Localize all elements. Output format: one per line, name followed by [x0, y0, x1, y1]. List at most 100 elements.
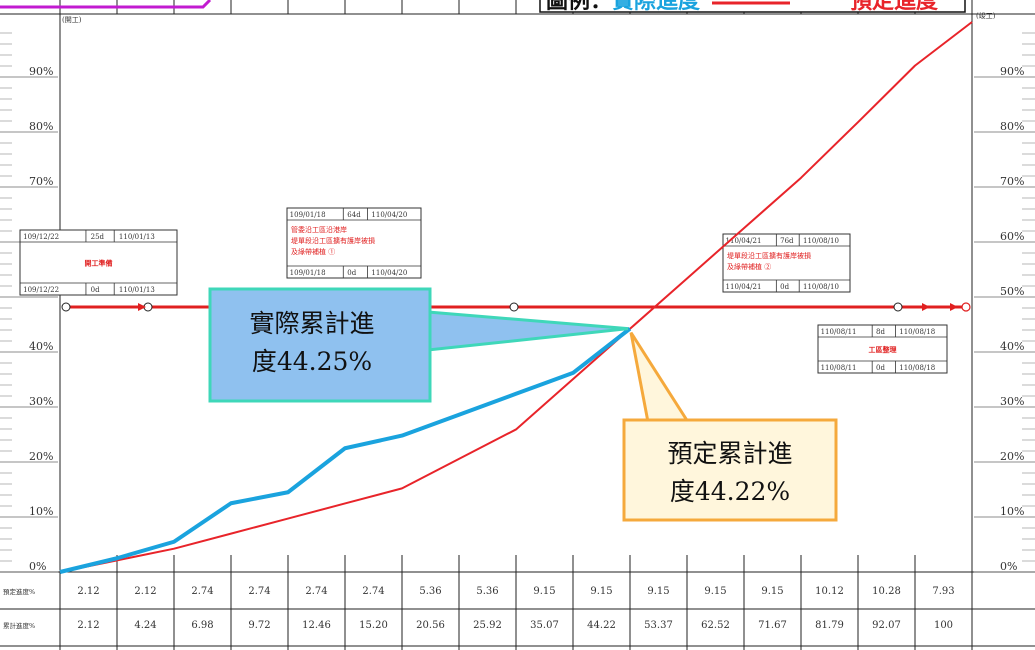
- table-cell: 9.15: [533, 586, 555, 597]
- legend-planned-label: 預定進度: [850, 0, 939, 14]
- planned-progress-line: [59, 21, 973, 573]
- task-box: 110/04/21 76d 110/08/10 110/04/21 0d 110/08/1…: [722, 233, 851, 293]
- task-date: 110/08/18: [899, 328, 935, 336]
- planned-callout-pointer: [629, 331, 691, 424]
- table-cell: 92.07: [872, 620, 901, 631]
- actual-callout-pointer: [426, 310, 629, 352]
- task-date: 110/04/20: [371, 269, 407, 277]
- table-cell: 71.67: [758, 620, 787, 631]
- arrow-marker: [922, 303, 930, 311]
- table-cell: 62.52: [701, 620, 730, 631]
- start-corner-label: (開工): [62, 16, 82, 24]
- legend-actual-label: 實際進度: [612, 0, 701, 14]
- task-date: 110/04/21: [726, 283, 762, 291]
- planned-callout-line-1: 預定累計進: [667, 439, 792, 468]
- y-tick-label-left: 30%: [29, 395, 53, 408]
- table-cell: 15.20: [359, 620, 388, 631]
- task-date: 110/08/11: [821, 364, 857, 372]
- actual-progress-callout: 實際累計進 度44.25%: [208, 287, 629, 403]
- legend-frame: [539, 0, 966, 13]
- table-cell: 35.07: [530, 620, 559, 631]
- task-date: 110/01/13: [119, 286, 155, 294]
- table-cell: 2.12: [134, 586, 156, 597]
- table-cell: 7.93: [932, 586, 954, 597]
- task-box: 110/08/11 8d 110/08/18 110/08/11 0d 110/08/18…: [817, 324, 948, 374]
- task-date: 0d: [347, 269, 356, 277]
- task-date: 109/12/22: [23, 286, 59, 294]
- left-y-axis: 0%10%20%30%40%50%60%70%80%90%: [0, 32, 58, 573]
- y-tick-label-left: 10%: [29, 505, 53, 518]
- table-cell: 9.72: [248, 620, 270, 631]
- table-cell: 2.74: [248, 586, 270, 597]
- y-tick-label-left: 0%: [29, 560, 46, 573]
- progress-series: [59, 21, 973, 574]
- task-date: 0d: [876, 364, 885, 372]
- task-date: 0d: [91, 286, 100, 294]
- table-cell: 9.15: [590, 586, 612, 597]
- planned-callout-line-2: 度44.22%: [670, 477, 790, 506]
- y-tick-label-left: 20%: [29, 450, 53, 463]
- task-box: 109/01/18 64d 110/04/20 109/01/18 0d 110/04/2…: [286, 207, 422, 279]
- task-box: 109/12/22 25d 110/01/13 109/12/22 0d 110/01/1…: [19, 229, 178, 296]
- table-cell: 2.12: [77, 586, 99, 597]
- task-date: 25d: [91, 233, 105, 241]
- table-cell: 9.15: [704, 586, 726, 597]
- actual-progress-line: [59, 327, 632, 574]
- y-tick-label-right: 80%: [1000, 120, 1024, 133]
- task-date: 76d: [780, 237, 794, 245]
- planned-progress-callout: 預定累計進 度44.22%: [622, 331, 838, 522]
- milestone-marker: [961, 302, 971, 312]
- milestone-marker: [893, 302, 903, 312]
- table-cell: 4.24: [134, 620, 156, 631]
- table-cell: 6.98: [191, 620, 213, 631]
- arrow-marker: [138, 303, 146, 311]
- task-date: 110/04/21: [726, 237, 762, 245]
- y-tick-label-left: 80%: [29, 120, 53, 133]
- task-name: 工區整理: [869, 345, 897, 354]
- y-tick-label-right: 60%: [1000, 230, 1024, 243]
- planned-callout-box: [622, 418, 838, 522]
- table-cell: 9.15: [761, 586, 783, 597]
- y-tick-label-right: 20%: [1000, 450, 1024, 463]
- y-tick-label-right: 50%: [1000, 285, 1024, 298]
- task-detail: 堤單段沿工區擴有護岸被損: [291, 236, 375, 245]
- y-tick-label-right: 30%: [1000, 395, 1024, 408]
- table-cell: 2.74: [305, 586, 327, 597]
- task-date: 110/08/10: [803, 283, 839, 291]
- table-cell: 5.36: [419, 586, 441, 597]
- y-tick-label-right: 90%: [1000, 65, 1024, 78]
- task-boxes: 109/12/22 25d 110/01/13 109/12/22 0d 110/01/1…: [19, 207, 948, 374]
- milestone-marker: [509, 302, 519, 312]
- table-cell: 44.22: [587, 620, 616, 631]
- milestone-marker: [61, 302, 71, 312]
- task-date: 110/04/20: [371, 211, 407, 219]
- y-tick-label-left: 90%: [29, 65, 53, 78]
- y-tick-label-left: 70%: [29, 175, 53, 188]
- end-corner-label: (竣工): [976, 11, 996, 20]
- table-cell: 10.28: [872, 586, 901, 597]
- actual-callout-line-2: 度44.25%: [252, 347, 372, 376]
- table-cell: 100: [934, 620, 953, 631]
- task-detail: 堤單段沿工區擴有護岸被損: [727, 251, 811, 260]
- task-date: 110/08/10: [803, 237, 839, 245]
- table-cell: 53.37: [644, 620, 673, 631]
- task-frame: [817, 324, 948, 374]
- table-cell: 25.92: [473, 620, 502, 631]
- actual-callout-line-1: 實際累計進: [249, 309, 374, 338]
- table-cell: 10.12: [815, 586, 844, 597]
- right-y-axis: 0% 10% 20% 30% 40% 50% 60% 70% 80% 90%: [974, 32, 1035, 573]
- y-tick-label-right: 40%: [1000, 340, 1024, 353]
- actual-callout-box: [208, 287, 432, 403]
- task-date: 109/12/22: [23, 233, 59, 241]
- legend: 圖例： 實際進度 預定進度: [539, 0, 966, 14]
- task-name: 開工準備: [85, 259, 113, 268]
- task-frame: [19, 229, 178, 296]
- task-detail: 及綠帶補植 ①: [291, 247, 335, 256]
- task-frame: [722, 233, 851, 293]
- table-cell: 9.15: [647, 586, 669, 597]
- title-frame-fragment: [0, 0, 212, 9]
- table-cell: 81.79: [815, 620, 844, 631]
- table-row-label: 累計進度%: [3, 621, 35, 630]
- table-cell: 20.56: [416, 620, 445, 631]
